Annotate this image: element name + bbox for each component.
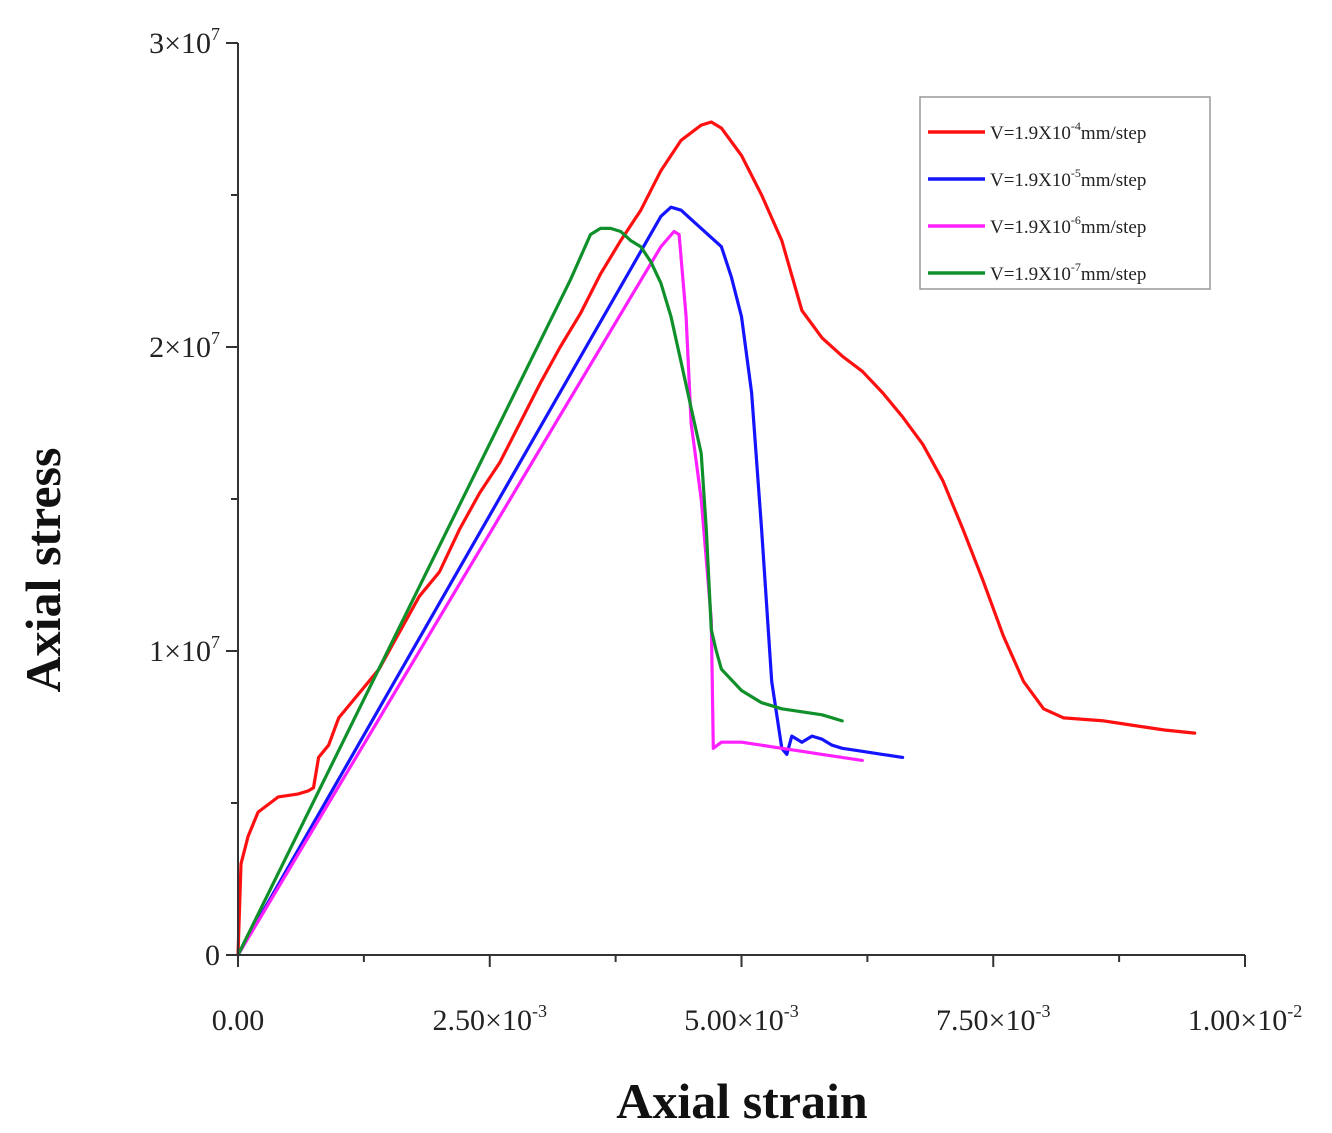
x-tick-label: 1.00×10-2 [1188, 1001, 1302, 1037]
legend-label-2: V=1.9X10-5mm/step [990, 166, 1146, 191]
legend-box [919, 96, 1211, 290]
ticks: 0.00 2.50×10-3 5.00×10-3 7.50×10-3 1.00×10-2… [149, 24, 1302, 1037]
y-tick-label: 2×107 [149, 328, 220, 364]
x-axis-title: Axial strain [616, 1073, 868, 1129]
y-axis-title: Axial stress [15, 448, 71, 693]
legend-label-4: V=1.9X10-7mm/step [990, 260, 1146, 285]
x-tick-label: 0.00 [212, 1004, 265, 1037]
series-lines [236, 120, 1197, 957]
x-tick-label: 5.00×10-3 [684, 1001, 798, 1037]
legend-label-1: V=1.9X10-4mm/step [990, 119, 1146, 144]
x-tick-label: 2.50×10-3 [433, 1001, 547, 1037]
legend-label-3: V=1.9X10-6mm/step [990, 213, 1146, 238]
series-line-2 [236, 205, 905, 957]
y-tick-label: 0 [205, 939, 220, 972]
y-tick-label: 3×107 [149, 24, 220, 60]
y-tick-label: 1×107 [149, 632, 220, 668]
legend: V=1.9X10-4mm/step V=1.9X10-5mm/step V=1.9X… [919, 96, 1211, 290]
series-line-4 [236, 226, 844, 957]
x-tick-label: 7.50×10-3 [936, 1001, 1050, 1037]
series-line-3 [236, 229, 864, 957]
series-line-1 [236, 120, 1197, 957]
